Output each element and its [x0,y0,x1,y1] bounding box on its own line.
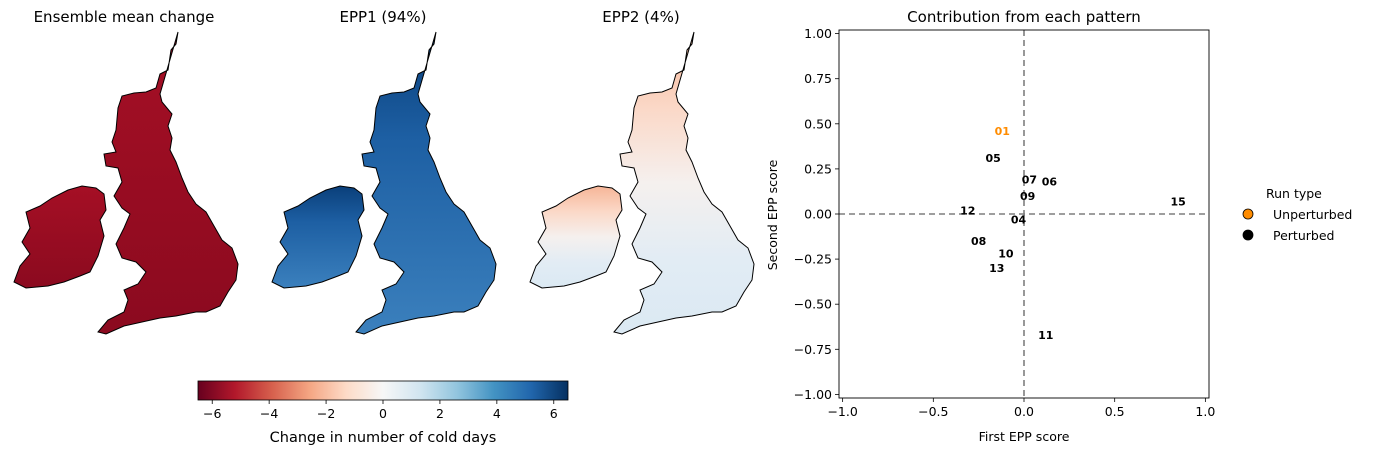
colorbar-gradient [197,380,569,401]
data-point-label: 01 [995,125,1010,138]
map-epp2 [529,31,755,335]
map-title-epp1: EPP1 (94%) [340,8,427,26]
map-title-mean: Ensemble mean change [34,8,215,26]
colorbar-tick-label: −4 [260,406,278,421]
y-tick-label: −0.25 [794,252,832,267]
y-tick-label: 0.25 [804,161,832,176]
legend-title: Run type [1266,186,1322,201]
colorbar-tick-label: −6 [203,406,221,421]
data-point-label: 07 [1022,174,1037,187]
y-tick-label: 0.00 [804,207,832,222]
y-tick-label: −1.00 [794,387,832,402]
legend-marker-perturbed [1242,229,1254,241]
scatter-plot: −1.0 −0.5 0.0 0.5 1.0 −1.00 −0.75 −0.50 −0.25 0.0… [794,26,1216,419]
y-tick-label: −0.75 [794,342,832,357]
legend: Run type Unperturbed Perturbed [1242,186,1352,243]
x-tick-label: 0.5 [1105,404,1125,419]
colorbar-tick-label: −2 [317,406,335,421]
scatter-title: Contribution from each pattern [907,8,1141,26]
y-axis-label: Second EPP score [765,159,780,270]
data-point-label: 13 [989,262,1004,275]
y-tick-label: 0.75 [804,71,832,86]
x-tick-label: −0.5 [918,404,948,419]
colorbar-tick-label: 0 [379,406,387,421]
colorbar-tick-label: 2 [436,406,444,421]
y-tick-label: 0.50 [804,116,832,131]
map-title-epp2: EPP2 (4%) [602,8,679,26]
legend-marker-unperturbed [1242,208,1254,220]
colorbar: −6 −4 −2 0 2 4 6 Change in number of cold days [197,380,569,446]
data-point-label: 08 [971,235,986,248]
legend-label-unperturbed: Unperturbed [1273,207,1352,222]
data-point-label: 06 [1042,176,1058,189]
data-point-label: 15 [1171,195,1186,208]
data-point-label: 10 [998,248,1014,261]
x-tick-label: 0.0 [1014,404,1034,419]
x-axis-label: First EPP score [979,429,1070,444]
data-point-label: 04 [1011,213,1027,226]
y-tick-label: 1.00 [804,26,832,41]
x-tick-label: −1.0 [827,404,857,419]
x-tick-label: 1.0 [1195,404,1215,419]
colorbar-tick-label: 4 [493,406,501,421]
colorbar-label: Change in number of cold days [270,430,497,446]
map-ensemble-mean [13,31,239,335]
y-tick-label: −0.50 [794,297,832,312]
data-point-label: 05 [986,152,1001,165]
data-point-label: 12 [960,204,975,217]
data-point-label: 11 [1038,329,1053,342]
data-point-label: 09 [1020,190,1035,203]
legend-label-perturbed: Perturbed [1273,228,1334,243]
map-epp1 [271,31,497,335]
colorbar-tick-label: 6 [550,406,558,421]
